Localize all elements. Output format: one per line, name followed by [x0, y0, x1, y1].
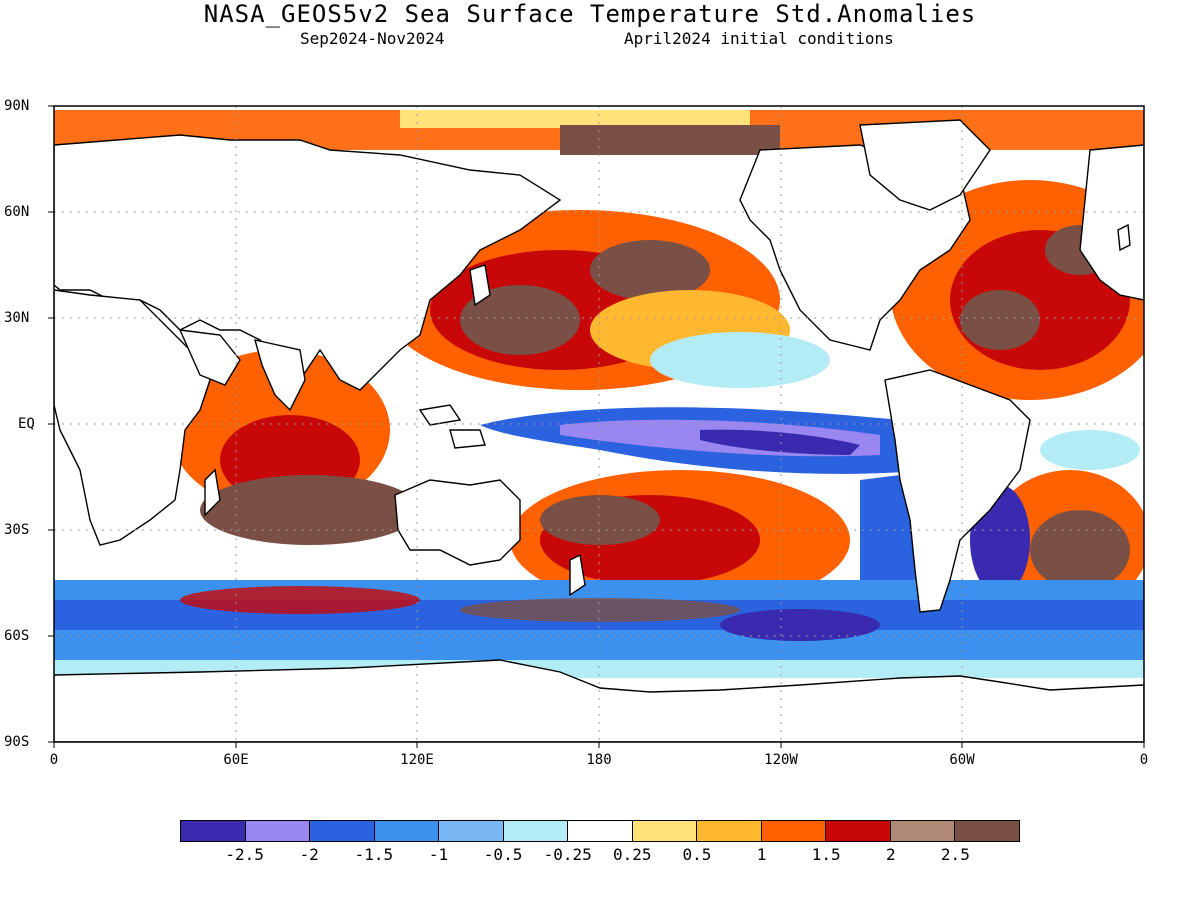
arabia [178, 329, 241, 386]
colorbar-label: -1 [428, 845, 449, 864]
south-atlantic-brown [1030, 510, 1130, 590]
lon-label-120e: 120E [400, 752, 434, 768]
colorbar-swatch [890, 821, 956, 841]
colorbar-swatch [955, 821, 1019, 841]
indian-ocean-brown [200, 475, 420, 545]
colorbar-label: 2 [885, 845, 896, 864]
colorbar-label: 1.5 [811, 845, 841, 864]
southern-ocean-deep [720, 609, 880, 641]
cold-tongue-deep [700, 429, 860, 455]
colorbar-label: -0.25 [543, 845, 592, 864]
colorbar-swatch [697, 821, 762, 841]
colorbar-label: -2.5 [225, 845, 264, 864]
colorbar [180, 820, 1020, 842]
maritime-continent-2 [449, 429, 486, 449]
lon-label-60w: 60W [949, 752, 975, 768]
greenland [859, 119, 991, 211]
southern-ocean-warm-streak [180, 586, 420, 614]
maritime-continent-1 [418, 404, 462, 426]
lon-label-180: 180 [586, 752, 612, 768]
colorbar-swatch [245, 821, 311, 841]
colorbar-swatch [439, 821, 504, 841]
south-america [884, 369, 1031, 613]
uk [1117, 223, 1131, 252]
colorbar-swatch [310, 821, 375, 841]
lat-label-eq: EQ [18, 416, 35, 432]
season-subtitle: Sep2024-Nov2024 [300, 29, 445, 48]
continents [54, 119, 1144, 742]
arctic-brown-patch [560, 125, 780, 155]
south-pacific-brown [540, 495, 660, 545]
antarctica [54, 659, 1144, 742]
new-zealand [569, 553, 586, 597]
japan [469, 264, 491, 307]
lat-label-30n: 30N [4, 310, 30, 326]
colorbar-swatch [632, 821, 698, 841]
colorbar-label: -0.5 [483, 845, 523, 864]
map-title: NASA_GEOS5v2 Sea Surface Temperature Std… [203, 0, 977, 28]
arctic-yellow-patch [400, 110, 750, 128]
colorbar-swatch [503, 821, 569, 841]
axis-ticks [48, 105, 1145, 748]
colorbar-label: 1 [756, 845, 767, 864]
map-plot-area [54, 106, 1144, 742]
colorbar-swatch [761, 821, 827, 841]
graticule [54, 106, 1144, 742]
madagascar [204, 468, 221, 517]
africa [54, 289, 211, 546]
lat-label-90s: 90S [4, 734, 30, 750]
colorbar-swatch [568, 821, 633, 841]
colorbar-label: -2 [299, 845, 319, 864]
colorbar-swatch [181, 821, 246, 841]
lat-label-60s: 60S [4, 628, 30, 644]
australia [394, 479, 521, 566]
north-pacific-brown [460, 285, 580, 355]
colorbar-label: 0.5 [682, 845, 712, 864]
north-pacific-brown-2 [590, 240, 710, 300]
colorbar-swatch [826, 821, 891, 841]
lat-label-30s: 30S [4, 522, 30, 538]
colorbar-swatch [374, 821, 440, 841]
colorbar-label: 2.5 [940, 845, 970, 864]
india [254, 339, 306, 412]
colorbar-label: 0.25 [613, 845, 652, 864]
lon-label-0: 0 [49, 752, 59, 768]
lon-label-0-east: 0 [1139, 752, 1149, 768]
eurasia [54, 134, 562, 391]
lat-label-90n: 90N [4, 98, 30, 114]
lon-label-120w: 120W [764, 752, 798, 768]
lon-label-60e: 60E [223, 752, 249, 768]
colorbar-label: -1.5 [354, 845, 394, 864]
initial-conditions-subtitle: April2024 initial conditions [624, 29, 894, 48]
equatorial-atlantic-light [1040, 430, 1140, 470]
east-pacific-light [650, 332, 830, 388]
southern-ocean-brown-streak [460, 598, 740, 622]
north-atlantic-brown [960, 290, 1040, 350]
lat-label-60n: 60N [4, 204, 30, 220]
europe-west [1079, 144, 1144, 301]
